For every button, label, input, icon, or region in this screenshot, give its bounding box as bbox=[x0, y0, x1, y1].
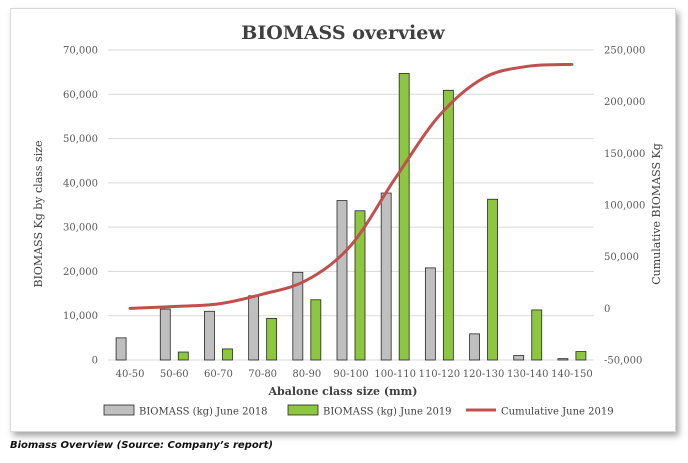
x-axis-title: Abalone class size (mm) bbox=[267, 385, 417, 398]
figure-caption: Biomass Overview (Source: Company’s repo… bbox=[10, 440, 273, 451]
x-tick-label: 90-100 bbox=[333, 369, 368, 380]
bar-2018 bbox=[292, 271, 304, 361]
cumulative-line-group bbox=[128, 62, 574, 310]
bar-2019 bbox=[398, 73, 410, 361]
bars bbox=[115, 73, 587, 361]
y-left-tick-label: 20,000 bbox=[63, 267, 98, 278]
y-right-tick-label: 50,000 bbox=[604, 252, 639, 263]
x-tick-label: 40-50 bbox=[116, 369, 145, 380]
y-left-axis-title: BIOMASS Kg by class size bbox=[32, 140, 45, 287]
y-left-ticks: 0 10,000 20,000 30,000 40,000 50,000 60,000 70,… bbox=[63, 46, 98, 367]
bar-2018 bbox=[115, 337, 127, 361]
legend: BIOMASS (kg) June 2018 BIOMASS (kg) June … bbox=[103, 404, 614, 418]
y-left-tick-label: 10,000 bbox=[63, 311, 98, 322]
y-right-tick-label: -50,000 bbox=[604, 356, 642, 367]
y-left-tick-label: 40,000 bbox=[63, 178, 98, 189]
x-tick-label: 100-110 bbox=[374, 369, 416, 380]
legend-label: Cumulative June 2019 bbox=[501, 407, 614, 418]
chart-title: BIOMASS overview bbox=[241, 22, 445, 44]
bar-2018 bbox=[557, 358, 569, 361]
y-right-axis-title: Cumulative BIOMASS Kg bbox=[650, 143, 663, 285]
bar-2018 bbox=[159, 308, 171, 361]
x-tick-label: 50-60 bbox=[160, 369, 189, 380]
x-tick-label: 70-80 bbox=[248, 369, 277, 380]
bar-2018 bbox=[204, 310, 215, 361]
bar-2019 bbox=[266, 317, 278, 361]
y-right-ticks: -50,000 0 50,000 100,000 150,000 200,000 250,0… bbox=[604, 46, 645, 367]
bar-2018 bbox=[336, 200, 348, 361]
bar-2019 bbox=[575, 351, 587, 361]
legend-swatch-1 bbox=[103, 404, 135, 416]
bar-2019 bbox=[354, 210, 366, 361]
y-right-tick-label: 250,000 bbox=[604, 46, 645, 57]
x-tick-label: 140-150 bbox=[551, 369, 593, 380]
bar-2019 bbox=[487, 198, 498, 361]
y-left-tick-label: 60,000 bbox=[63, 90, 98, 101]
cumulative-line bbox=[128, 62, 574, 310]
x-tick-label: 110-120 bbox=[419, 369, 461, 380]
bar-2018 bbox=[469, 333, 480, 361]
bar-2019 bbox=[442, 89, 454, 361]
x-tick-label: 130-140 bbox=[507, 369, 549, 380]
y-right-tick-label: 150,000 bbox=[604, 149, 645, 160]
chart-frame: BIOMASS overview 0 10,000 20,000 30,000 40,0… bbox=[10, 8, 676, 432]
legend-label: BIOMASS (kg) June 2019 bbox=[323, 407, 452, 418]
bar-2018 bbox=[424, 267, 436, 361]
x-tick-label: 60-70 bbox=[204, 369, 233, 380]
legend-label: BIOMASS (kg) June 2018 bbox=[139, 407, 268, 418]
bar-2019 bbox=[531, 309, 543, 361]
x-tick-label: 120-130 bbox=[463, 369, 505, 380]
y-left-tick-label: 30,000 bbox=[63, 223, 98, 234]
bar-2019 bbox=[310, 299, 322, 361]
chart-svg: BIOMASS overview 0 10,000 20,000 30,000 40,0… bbox=[32, 22, 663, 418]
bar-2018 bbox=[513, 355, 525, 361]
gridlines bbox=[108, 49, 594, 361]
legend-swatch-2 bbox=[287, 404, 319, 416]
y-right-tick-label: 0 bbox=[604, 304, 610, 315]
y-left-tick-label: 0 bbox=[92, 356, 98, 367]
bar-2019 bbox=[177, 351, 189, 361]
bar-2019 bbox=[222, 348, 233, 361]
bar-2018 bbox=[248, 295, 260, 361]
x-tick-label: 80-90 bbox=[292, 369, 321, 380]
y-right-tick-label: 100,000 bbox=[604, 201, 645, 212]
y-left-tick-label: 70,000 bbox=[63, 46, 98, 57]
x-ticks: 40-50 50-60 60-70 70-80 80-90 90-100 100-110 11… bbox=[116, 369, 593, 380]
bar-2018 bbox=[380, 192, 392, 361]
y-right-tick-label: 200,000 bbox=[604, 97, 645, 108]
y-left-tick-label: 50,000 bbox=[63, 134, 98, 145]
